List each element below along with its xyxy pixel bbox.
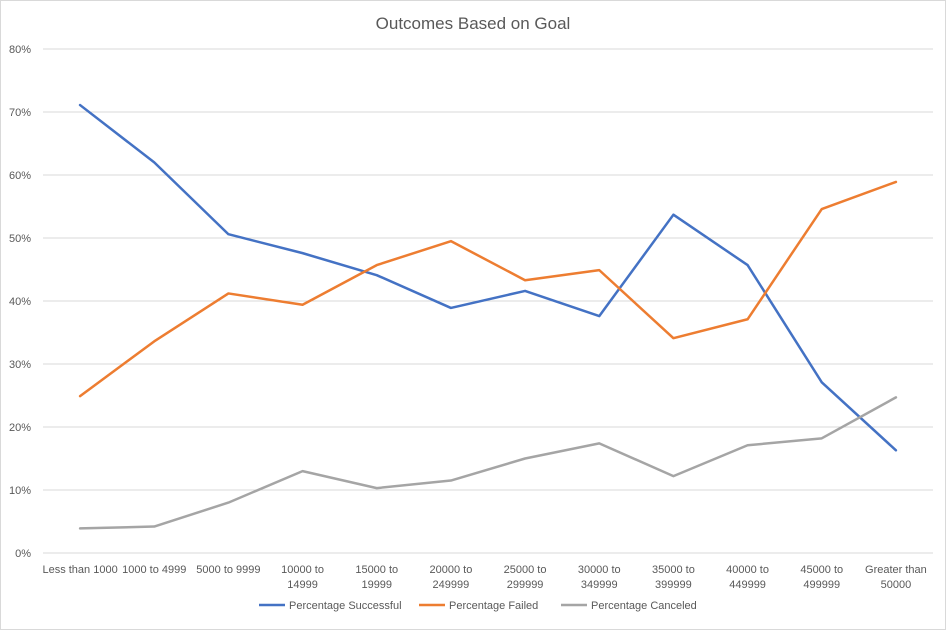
chart-title: Outcomes Based on Goal — [376, 14, 571, 33]
x-tick-label: Less than 1000 — [42, 564, 117, 576]
y-tick-label: 10% — [9, 485, 31, 497]
x-tick-label: 25000 to 299999 — [504, 564, 547, 591]
series-line — [78, 396, 898, 530]
y-axis-ticks: 0% 10% 20% 30% 40% 50% 60% 70% 80% — [9, 44, 31, 560]
legend-label: Percentage Failed — [449, 600, 538, 612]
x-tick-label: 5000 to 9999 — [196, 564, 260, 576]
legend: Percentage Successful Percentage Failed Pe… — [259, 600, 697, 612]
x-tick-label: 35000 to 399999 — [652, 564, 695, 591]
y-tick-label: 30% — [9, 359, 31, 371]
y-tick-label: 70% — [9, 107, 31, 119]
series-line — [78, 180, 898, 398]
x-tick-label: 40000 to 449999 — [726, 564, 769, 591]
legend-label: Percentage Successful — [289, 600, 402, 612]
y-tick-label: 0% — [15, 548, 31, 560]
x-tick-label: 1000 to 4999 — [122, 564, 186, 576]
series-line — [78, 103, 898, 452]
x-tick-label: Greater than 50000 — [865, 564, 927, 591]
x-axis-ticks: Less than 1000 1000 to 4999 5000 to 9999 10… — [42, 564, 926, 591]
y-tick-label: 50% — [9, 233, 31, 245]
x-tick-label: 45000 to 499999 — [800, 564, 843, 591]
y-tick-label: 60% — [9, 170, 31, 182]
x-tick-label: 30000 to 349999 — [578, 564, 621, 591]
legend-label: Percentage Canceled — [591, 600, 697, 612]
y-tick-label: 40% — [9, 296, 31, 308]
series-lines — [78, 103, 898, 530]
x-tick-label: 10000 to 14999 — [281, 564, 324, 591]
x-tick-label: 15000 to 19999 — [355, 564, 398, 591]
x-tick-label: 20000 to 249999 — [430, 564, 473, 591]
y-tick-label: 20% — [9, 422, 31, 434]
gridlines — [43, 48, 933, 554]
y-tick-label: 80% — [9, 44, 31, 56]
